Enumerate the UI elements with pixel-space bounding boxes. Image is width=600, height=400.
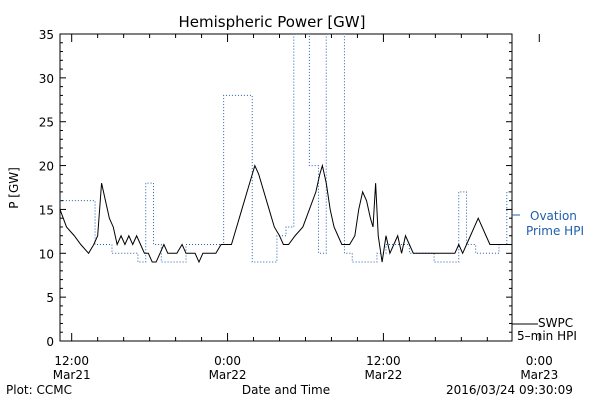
y-tick-label: 0	[46, 335, 54, 349]
y-axis: 0 5 10 15 20 25 30 35	[39, 28, 512, 349]
x-tick-label-date: Mar22	[364, 368, 402, 382]
y-tick-label: 5	[46, 291, 54, 305]
series-ovation-prime-line	[60, 34, 512, 263]
footer-timestamp: 2016/03/24 09:30:09	[446, 383, 573, 397]
x-tick-label-time: 0:00	[214, 354, 241, 368]
series-layer	[60, 34, 512, 264]
plot-frame	[59, 33, 513, 342]
x-tick-label-time: 12:00	[54, 354, 89, 368]
footer-plot-credit: Plot: CCMC	[6, 383, 72, 397]
x-tick-label-time: 0:00	[526, 354, 553, 368]
x-axis-label: Date and Time	[242, 383, 330, 397]
series-swpc-line	[60, 163, 512, 264]
chart-title: Hemispheric Power [GW]	[179, 13, 366, 31]
y-tick-label: 30	[39, 72, 54, 86]
x-tick-label-date: Mar21	[53, 368, 91, 382]
y-tick-label: 20	[39, 160, 54, 174]
legend-swpc-line2: 5–min HPI	[517, 329, 577, 343]
x-axis: 12:00Mar210:00Mar2212:00Mar220:00Mar2312…	[53, 34, 558, 382]
y-tick-label: 10	[39, 247, 54, 261]
x-tick-label-date: Mar23	[520, 368, 558, 382]
y-axis-label: P [GW]	[7, 167, 21, 209]
y-tick-label: 25	[39, 116, 54, 130]
x-tick-label-date: Mar22	[209, 368, 247, 382]
x-tick-label-time: 12:00	[366, 354, 401, 368]
y-tick-label: 35	[39, 28, 54, 42]
legend-ovation-line2: Prime HPI	[526, 224, 584, 238]
legend-ovation-line1: Ovation	[530, 209, 577, 223]
y-tick-label: 15	[39, 203, 54, 217]
legend-swpc-line1: SWPC	[538, 316, 573, 330]
